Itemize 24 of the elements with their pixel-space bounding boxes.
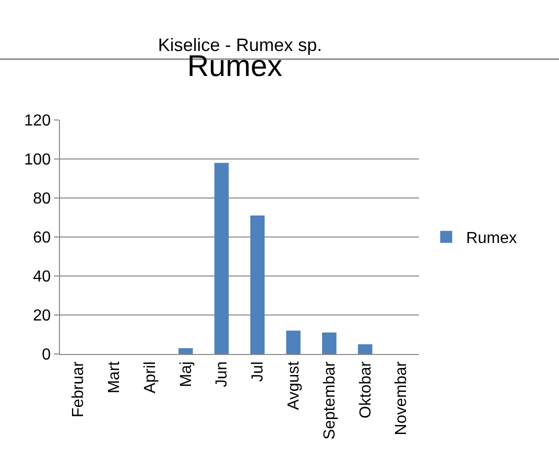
y-tick-label: 20 — [33, 308, 51, 325]
x-tick-label: Novembar — [393, 360, 410, 436]
x-tick-label: Oktobar — [357, 360, 374, 418]
y-tick-label: 60 — [33, 230, 51, 247]
x-tick-label: Maj — [178, 361, 195, 388]
x-tick-label: Septembar — [321, 360, 338, 440]
bar — [358, 344, 372, 354]
y-tick-label: 120 — [24, 112, 51, 130]
legend-label: Rumex — [466, 230, 517, 248]
y-tick-label: 0 — [42, 346, 51, 364]
x-tick-label: April — [142, 361, 159, 394]
bar — [178, 348, 193, 354]
bar — [322, 332, 336, 354]
x-tick-label: Februar — [70, 360, 88, 418]
y-tick-label: 100 — [24, 152, 51, 169]
y-tick-label: 80 — [33, 190, 51, 208]
x-tick-label: Jun — [214, 361, 231, 388]
bar — [250, 216, 265, 354]
x-tick-label: Avgust — [286, 360, 303, 410]
x-tick-label: Mart — [106, 360, 124, 394]
bar — [214, 162, 229, 354]
y-tick-label: 40 — [33, 268, 51, 286]
x-tick-label: Jul — [250, 361, 267, 382]
bar — [286, 330, 301, 354]
